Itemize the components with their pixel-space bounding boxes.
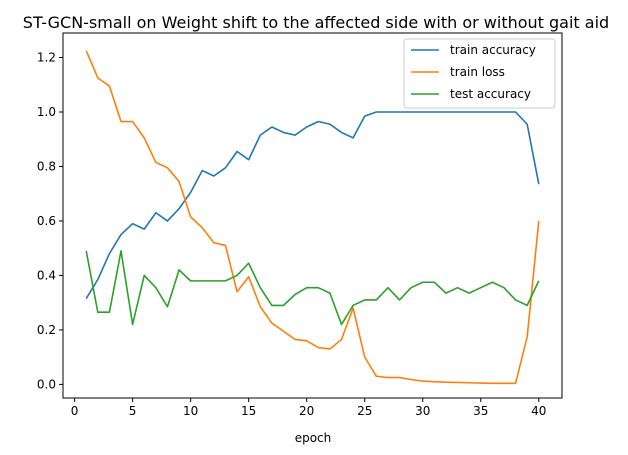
legend-train-accuracy-label: train accuracy xyxy=(450,43,536,57)
series-lines xyxy=(85,50,540,385)
y-tick-label: 1.2 xyxy=(37,51,56,65)
series-line-test-accuracy xyxy=(85,250,540,326)
x-tick-label: 10 xyxy=(183,404,198,418)
x-tick-label: 40 xyxy=(531,404,546,418)
legend: train accuracy train loss test accuracy xyxy=(403,38,556,109)
chart-title: ST-GCN-small on Weight shift to the affe… xyxy=(23,13,609,32)
y-axis: 0.0 0.2 0.4 0.6 0.8 1.0 1.2 xyxy=(37,51,63,391)
x-tick-label: 0 xyxy=(71,404,79,418)
y-tick-label: 0.8 xyxy=(37,159,56,173)
legend-train-loss-label: train loss xyxy=(450,65,505,79)
x-axis: 0 5 10 15 20 25 30 35 40 xyxy=(71,398,546,418)
series-line-train-loss xyxy=(85,50,540,385)
x-tick-label: 20 xyxy=(299,404,314,418)
plot-area xyxy=(62,32,563,399)
y-tick-label: 1.0 xyxy=(37,105,56,119)
x-tick-label: 35 xyxy=(473,404,488,418)
x-tick-label: 15 xyxy=(241,404,256,418)
series-line-train-accuracy xyxy=(85,111,540,299)
legend-test-accuracy-label: test accuracy xyxy=(450,87,531,101)
y-tick-label: 0.0 xyxy=(37,377,56,391)
x-axis-label: epoch xyxy=(295,431,332,445)
y-tick-label: 0.2 xyxy=(37,323,56,337)
legend-box xyxy=(403,38,556,109)
y-tick-label: 0.4 xyxy=(37,268,56,282)
x-tick-label: 5 xyxy=(129,404,137,418)
plot-frame xyxy=(62,32,563,399)
x-tick-label: 30 xyxy=(415,404,430,418)
y-tick-label: 0.6 xyxy=(37,214,56,228)
x-tick-label: 25 xyxy=(357,404,372,418)
